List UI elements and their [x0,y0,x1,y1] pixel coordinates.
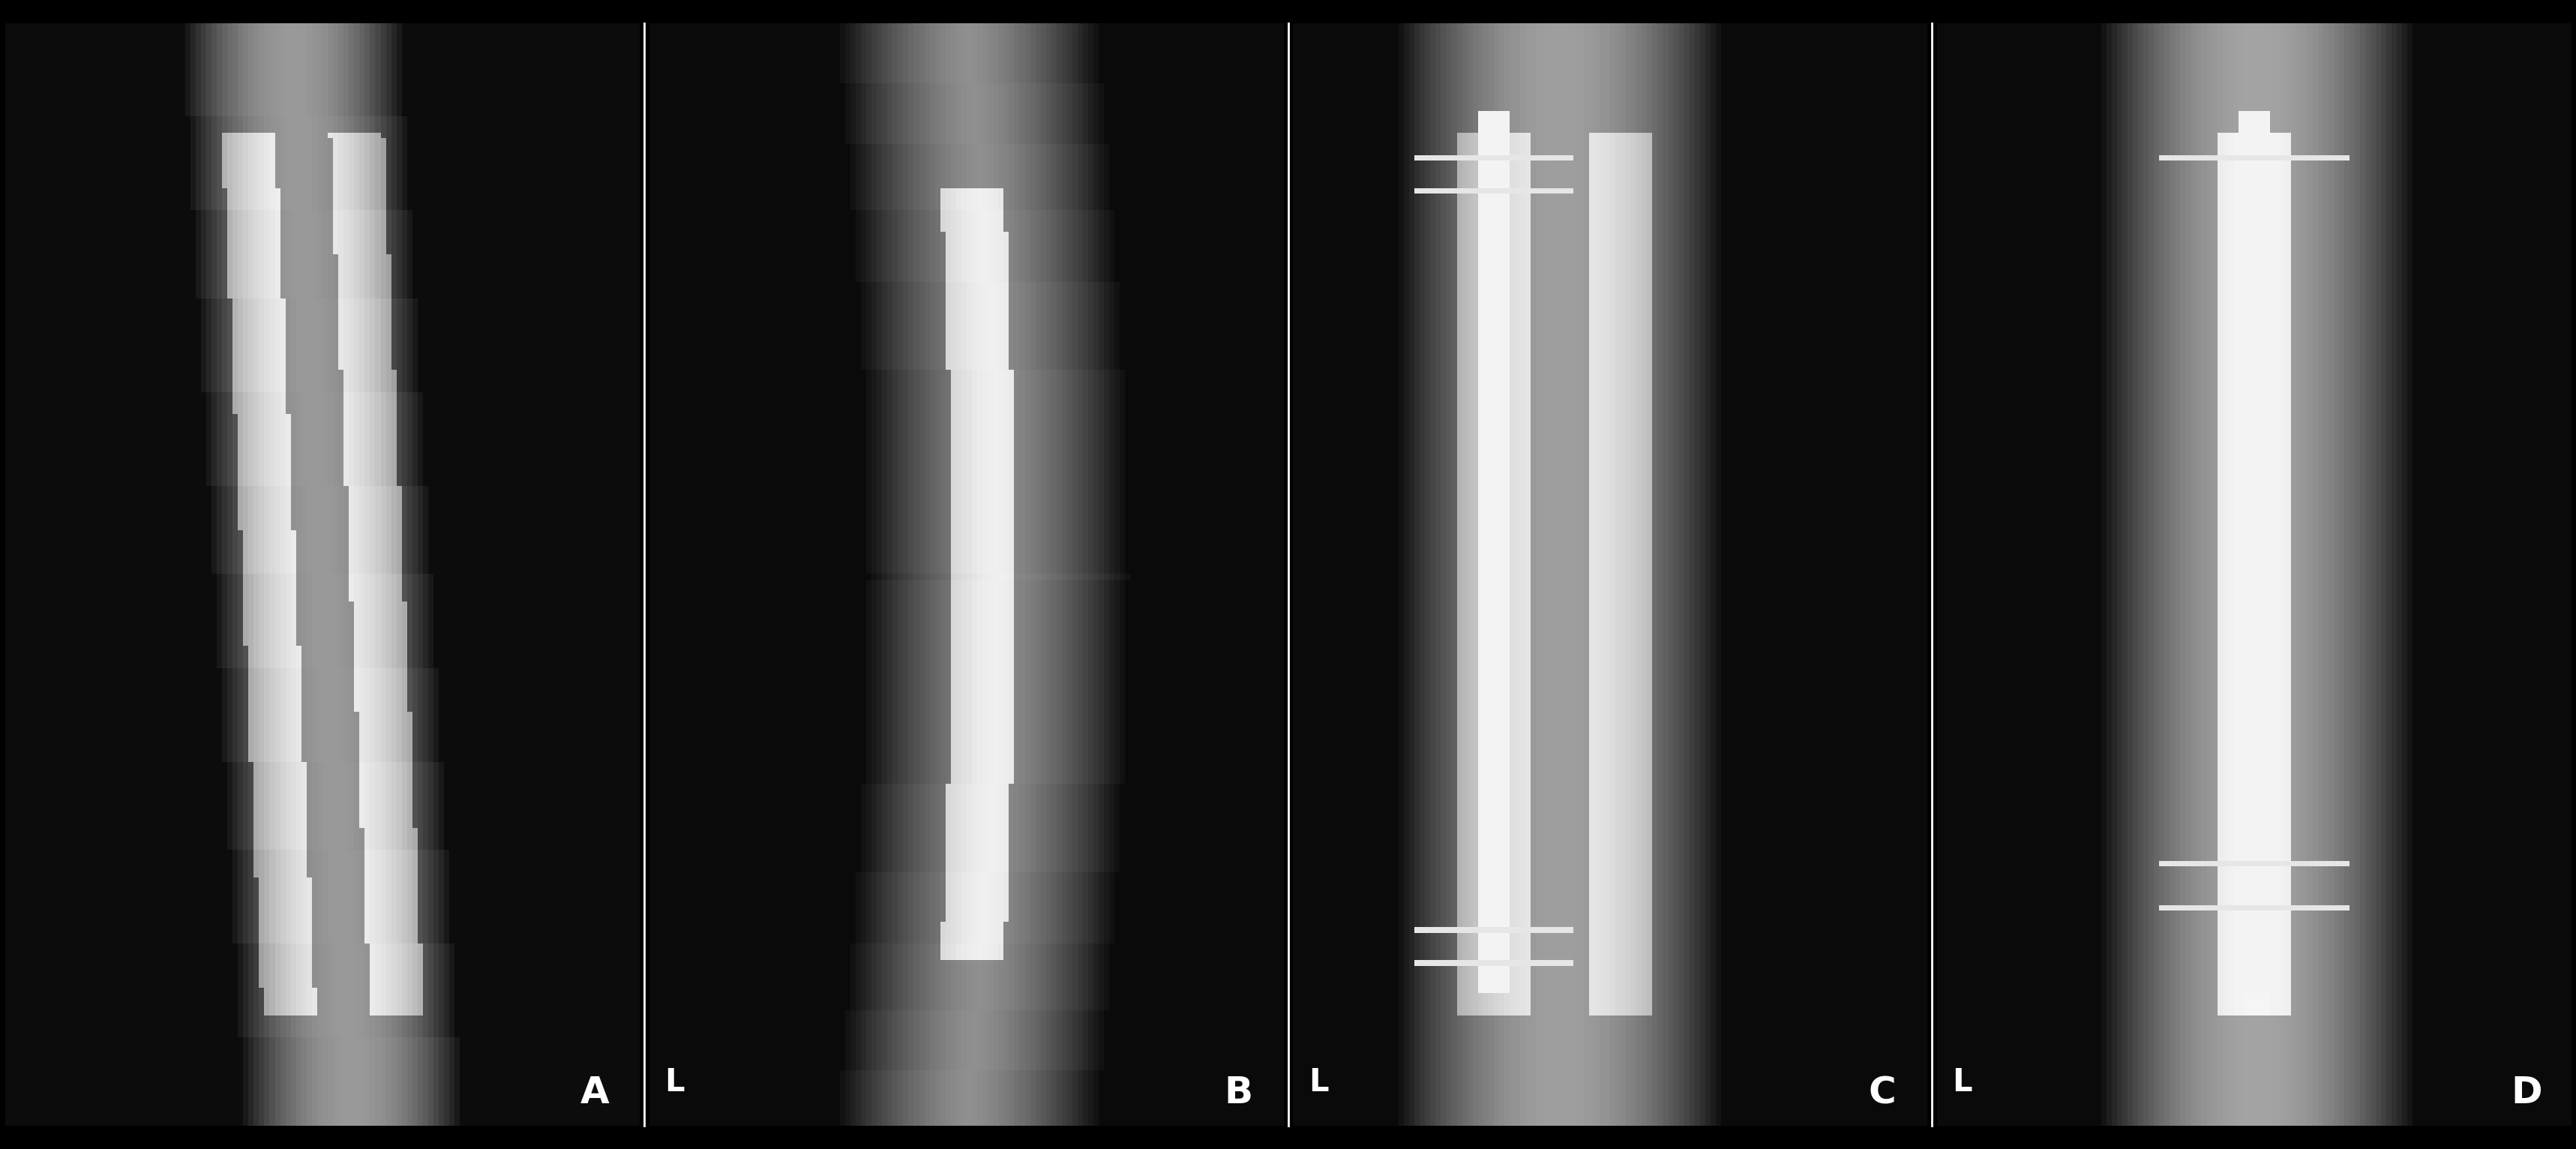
Text: D: D [2512,1075,2543,1111]
Text: C: C [1868,1075,1896,1111]
Text: L: L [1309,1066,1329,1097]
Text: A: A [580,1075,608,1111]
Text: L: L [665,1066,685,1097]
Text: B: B [1224,1075,1252,1111]
Text: L: L [1953,1066,1973,1097]
